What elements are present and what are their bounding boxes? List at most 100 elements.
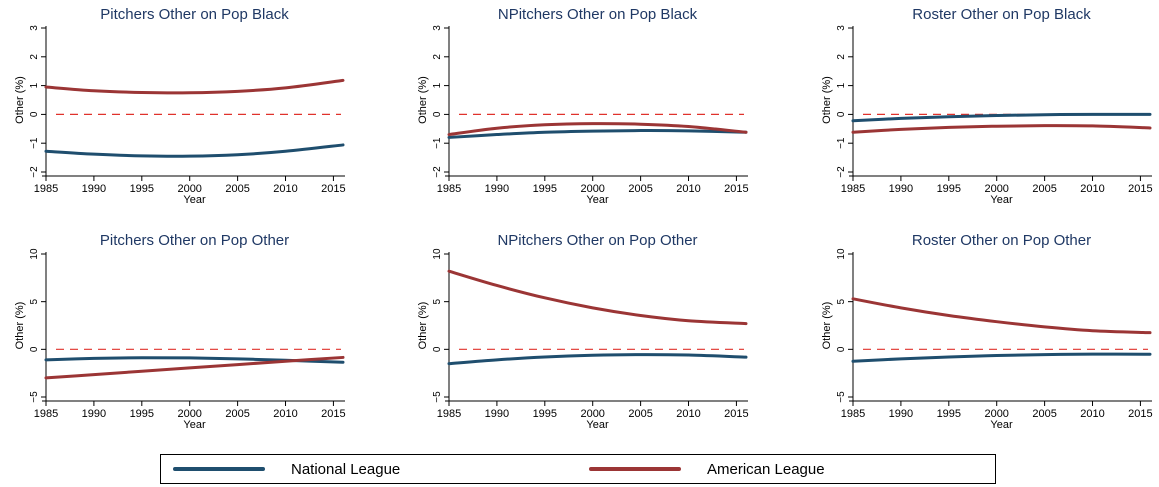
- panel-5-y-tick-label: −5: [432, 391, 443, 403]
- panel-4-y-tick-label: 0: [29, 346, 40, 352]
- panel-4-x-tick-label: 1995: [130, 408, 154, 420]
- panel-2-x-tick-label: 2005: [628, 183, 652, 195]
- panel-5-title: NPitchers Other on Pop Other: [497, 232, 697, 249]
- panel-3-x-tick-label: 2005: [1032, 183, 1056, 195]
- panel-1-x-tick-label: 2015: [321, 183, 345, 195]
- panel-3-x-label: Year: [990, 194, 1013, 206]
- panel-5-x-tick-label: 1990: [485, 408, 509, 420]
- panel-3-y-tick-label: 3: [836, 25, 847, 31]
- panel-6-y-label: Other (%): [821, 302, 833, 350]
- panel-2-x-tick-label: 2015: [724, 183, 748, 195]
- panel-4-x-tick-label: 2000: [177, 408, 201, 420]
- panel-6-y-tick-label: 5: [836, 298, 847, 304]
- panel-1-line-american: [44, 78, 345, 95]
- panel-2-y-label: Other (%): [417, 76, 429, 124]
- panel-5-y-tick-label: 10: [432, 248, 443, 260]
- panel-6-x-tick-label: 1985: [841, 408, 865, 420]
- panel-3-x-tick-label: 2010: [1080, 183, 1104, 195]
- panel-4-line-american: [44, 355, 345, 380]
- panel-1-title: Pitchers Other on Pop Black: [100, 6, 289, 23]
- legend-swatch-national: [173, 467, 265, 471]
- panel-1-y-label: Other (%): [14, 76, 26, 124]
- panel-3-y-tick-label: 0: [836, 111, 847, 117]
- panel-3-y-label: Other (%): [821, 76, 833, 124]
- panel-1-y-tick-label: 0: [29, 111, 40, 117]
- panel-1-y-tick-label: 2: [29, 54, 40, 60]
- panel-3-y-tick-label: 2: [836, 54, 847, 60]
- panel-6-x-tick-label: 1995: [937, 408, 961, 420]
- panel-2-x-tick-label: 2000: [580, 183, 604, 195]
- panel-1-y-tick-label: 3: [29, 25, 40, 31]
- panel-3-title: Roster Other on Pop Black: [912, 6, 1091, 23]
- panel-3-x-tick-label: 1985: [841, 183, 865, 195]
- panel-6-x-tick-label: 1990: [889, 408, 913, 420]
- legend-label-american: American League: [707, 460, 825, 478]
- panel-5-x-tick-label: 2005: [628, 408, 652, 420]
- panel-6-x-tick-label: 2000: [984, 408, 1008, 420]
- panel-1-x-tick-label: 2005: [225, 183, 249, 195]
- panel-3-x-tick-label: 1995: [937, 183, 961, 195]
- panel-4-y-tick-label: 5: [29, 298, 40, 304]
- panel-6-title: Roster Other on Pop Other: [912, 232, 1091, 249]
- panel-5-y-label: Other (%): [417, 302, 429, 350]
- panel-2-y-tick-label: −2: [432, 166, 443, 178]
- panel-1-x-tick-label: 2010: [273, 183, 297, 195]
- panel-2-y-tick-label: 0: [432, 111, 443, 117]
- panel-4-x-tick-label: 2010: [273, 408, 297, 420]
- panel-4-y-tick-label: −5: [29, 391, 40, 403]
- panel-2-title: NPitchers Other on Pop Black: [498, 6, 698, 23]
- legend-swatch-american: [589, 467, 681, 471]
- panel-6-y-tick-label: 0: [836, 346, 847, 352]
- panel-6-y-tick-label: −5: [836, 391, 847, 403]
- panel-5-x-tick-label: 1995: [533, 408, 557, 420]
- panel-1-line-national: [44, 143, 345, 158]
- panel-3-y-tick-label: −2: [836, 166, 847, 178]
- legend-label-national: National League: [291, 460, 401, 478]
- panel-1-y-tick-label: 1: [29, 82, 40, 88]
- panel-2-x-tick-label: 1985: [437, 183, 461, 195]
- panel-2-y-tick-label: −1: [432, 137, 443, 149]
- panel-3-line-american: [851, 124, 1152, 134]
- panel-6-y-tick-label: 10: [836, 248, 847, 260]
- panel-5-y-tick-label: 5: [432, 298, 443, 304]
- panel-2-line-national: [447, 129, 748, 139]
- panel-5-line-american: [447, 269, 748, 326]
- panel-3-line-national: [851, 112, 1152, 123]
- panel-4-x-tick-label: 1985: [34, 408, 58, 420]
- panel-3-x-tick-label: 1990: [889, 183, 913, 195]
- panel-2-x-tick-label: 1995: [533, 183, 557, 195]
- panel-1-x-tick-label: 1990: [82, 183, 106, 195]
- panel-6-x-label: Year: [990, 419, 1013, 431]
- panel-6-x-tick-label: 2005: [1032, 408, 1056, 420]
- panel-4-x-label: Year: [183, 419, 206, 431]
- panel-4-y-label: Other (%): [14, 302, 26, 350]
- panel-1-y-tick-label: −2: [29, 166, 40, 178]
- panel-4-title: Pitchers Other on Pop Other: [100, 232, 289, 249]
- panel-2-line-american: [447, 122, 748, 137]
- panel-2-x-tick-label: 2010: [676, 183, 700, 195]
- panel-5-x-tick-label: 2015: [724, 408, 748, 420]
- panel-3-x-tick-label: 2000: [984, 183, 1008, 195]
- panel-5-x-tick-label: 2010: [676, 408, 700, 420]
- legend-item-american: American League: [589, 455, 825, 483]
- panel-5-x-tick-label: 1985: [437, 408, 461, 420]
- panel-1-y-tick-label: −1: [29, 137, 40, 149]
- panel-6-x-tick-label: 2010: [1080, 408, 1104, 420]
- panel-6-x-tick-label: 2015: [1128, 408, 1152, 420]
- panel-2-y-tick-label: 2: [432, 54, 443, 60]
- panel-4-x-tick-label: 1990: [82, 408, 106, 420]
- panel-1-x-label: Year: [183, 194, 206, 206]
- panel-2-x-tick-label: 1990: [485, 183, 509, 195]
- panel-3-x-tick-label: 2015: [1128, 183, 1152, 195]
- panel-6-line-american: [851, 297, 1152, 335]
- panel-2-y-tick-label: 3: [432, 25, 443, 31]
- legend-item-national: National League: [173, 455, 400, 483]
- panel-5-x-tick-label: 2000: [580, 408, 604, 420]
- legend: National League American League: [160, 454, 996, 484]
- panel-4-x-tick-label: 2005: [225, 408, 249, 420]
- panel-2-x-label: Year: [586, 194, 609, 206]
- panel-2-y-tick-label: 1: [432, 82, 443, 88]
- panel-3-y-tick-label: −1: [836, 137, 847, 149]
- panel-5-x-label: Year: [586, 419, 609, 431]
